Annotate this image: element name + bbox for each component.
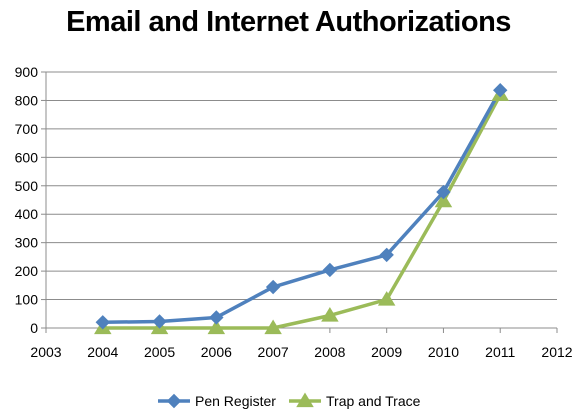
- diamond-marker: [265, 279, 281, 295]
- x-tick-label: 2007: [258, 344, 289, 360]
- legend-label-pen-register: Pen Register: [195, 393, 276, 409]
- y-tick-label: 0: [30, 320, 38, 336]
- triangle-marker: [207, 319, 226, 335]
- series-lines: [101, 88, 502, 330]
- diamond-marker: [493, 82, 508, 98]
- x-tick-label: 2011: [485, 344, 515, 360]
- x-tick-label: 2006: [201, 344, 232, 360]
- x-tick-label: 2009: [371, 344, 402, 360]
- y-tick-label: 800: [15, 92, 39, 108]
- triangle-marker: [434, 192, 453, 208]
- diamond-marker: [322, 262, 338, 278]
- y-tick-label: 200: [15, 263, 39, 279]
- trap-and-trace-line: [101, 93, 502, 330]
- y-tick-label: 700: [15, 121, 39, 137]
- diamond-marker: [209, 310, 224, 325]
- x-tick-label: 2003: [30, 344, 61, 360]
- diamond-marker: [436, 184, 451, 200]
- x-tick-label: 2010: [428, 344, 459, 360]
- legend-label-trap-and-trace: Trap and Trace: [326, 393, 421, 409]
- diamond-marker: [379, 247, 394, 263]
- y-tick-label: 300: [15, 235, 39, 251]
- chart-title: Email and Internet Authorizations: [66, 6, 511, 38]
- triangle-marker: [264, 319, 282, 335]
- triangle-marker: [296, 392, 314, 408]
- tick-labels: 0 100 200 300 400 500 600 700 800 900 2003 2004 2005…: [15, 64, 573, 360]
- series-markers: [94, 82, 509, 335]
- x-tick-label: 2008: [314, 344, 345, 360]
- y-tick-label: 600: [15, 149, 39, 165]
- y-tick-label: 500: [15, 178, 39, 194]
- triangle-marker: [321, 307, 339, 322]
- y-tick-label: 100: [15, 292, 39, 308]
- gridlines: [46, 71, 557, 301]
- diamond-marker: [95, 315, 110, 330]
- x-tick-label: 2004: [87, 344, 118, 360]
- diamond-marker: [166, 393, 182, 409]
- y-tick-label: 400: [15, 206, 39, 222]
- x-tick-label: 2012: [541, 344, 572, 360]
- y-tick-label: 900: [15, 64, 39, 80]
- diamond-marker: [152, 314, 167, 329]
- axes: [41, 71, 558, 333]
- pen-register-line: [101, 88, 502, 325]
- triangle-marker: [377, 291, 396, 306]
- x-tick-label: 2005: [144, 344, 175, 360]
- legend: Pen Register Trap and Trace: [158, 392, 421, 409]
